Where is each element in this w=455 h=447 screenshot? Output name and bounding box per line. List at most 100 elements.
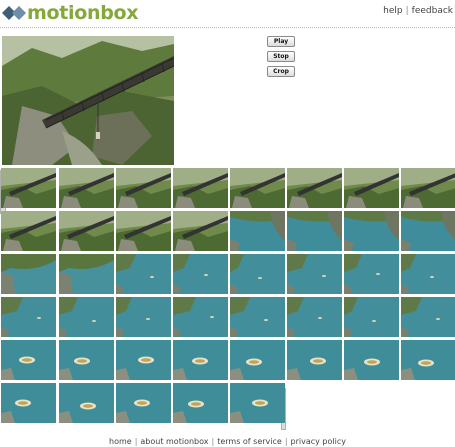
- frame-thumbnail[interactable]: [401, 211, 455, 251]
- frame-thumbnail[interactable]: [287, 211, 342, 251]
- logo-text: motionbox: [27, 2, 139, 24]
- frame-thumbnail[interactable]: [230, 340, 285, 380]
- frame-thumbnail[interactable]: [344, 254, 399, 294]
- frame-thumbnail[interactable]: [401, 254, 455, 294]
- frame-image: [173, 211, 228, 251]
- help-link[interactable]: help: [383, 6, 403, 16]
- frame-thumbnail[interactable]: [59, 211, 114, 251]
- footer-home-link[interactable]: home: [109, 437, 132, 446]
- top-nav: help | feedback: [383, 6, 453, 16]
- crop-button[interactable]: Crop: [267, 66, 295, 77]
- frame-image: [116, 383, 171, 423]
- playback-controls: Play Stop Crop: [267, 36, 295, 81]
- frame-image: [230, 383, 285, 423]
- frame-image: [401, 297, 455, 337]
- frame-image: [401, 340, 455, 380]
- frame-image: [1, 254, 56, 294]
- frame-thumbnail[interactable]: [116, 297, 171, 337]
- frame-thumbnail[interactable]: [116, 254, 171, 294]
- frame-image: [344, 211, 399, 251]
- logo-icon: [2, 6, 26, 20]
- frame-image: [287, 211, 342, 251]
- frame-thumbnail[interactable]: [59, 297, 114, 337]
- frame-thumbnail[interactable]: [59, 168, 114, 208]
- footer-terms-link[interactable]: terms of service: [217, 437, 282, 446]
- frame-image: [401, 168, 455, 208]
- frame-thumbnail[interactable]: [59, 383, 114, 423]
- nav-separator: |: [405, 6, 409, 16]
- frame-thumbnail[interactable]: [287, 297, 342, 337]
- frame-thumbnail[interactable]: [173, 383, 228, 423]
- video-frame: [2, 36, 174, 165]
- frame-image: [1, 211, 56, 251]
- frame-image: [401, 254, 455, 294]
- frame-image: [173, 383, 228, 423]
- frame-image: [230, 254, 285, 294]
- frame-image: [401, 211, 455, 251]
- frame-image: [59, 254, 114, 294]
- feedback-link[interactable]: feedback: [411, 6, 453, 16]
- frame-thumbnail[interactable]: [1, 297, 56, 337]
- frame-thumbnail[interactable]: [344, 168, 399, 208]
- frame-image: [1, 340, 56, 380]
- frame-image: [1, 297, 56, 337]
- frame-thumbnail[interactable]: [1, 340, 56, 380]
- frame-image: [59, 168, 114, 208]
- frame-thumbnail[interactable]: [173, 254, 228, 294]
- frame-thumbnail[interactable]: [287, 340, 342, 380]
- frame-thumbnail[interactable]: [287, 254, 342, 294]
- frame-image: [59, 340, 114, 380]
- play-button[interactable]: Play: [267, 36, 295, 47]
- frame-image: [344, 254, 399, 294]
- frame-image: [116, 340, 171, 380]
- footer-about-link[interactable]: about motionbox: [140, 437, 209, 446]
- frame-thumbnail[interactable]: [230, 254, 285, 294]
- frame-image: [116, 168, 171, 208]
- frame-image: [344, 297, 399, 337]
- frame-thumbnail[interactable]: [59, 340, 114, 380]
- footer-separator: |: [134, 437, 138, 446]
- frame-image: [1, 168, 56, 208]
- footer-privacy-link[interactable]: privacy policy: [290, 437, 346, 446]
- frame-image: [287, 254, 342, 294]
- frame-thumbnail[interactable]: [344, 297, 399, 337]
- header: motionbox help | feedback: [0, 0, 455, 26]
- frame-thumbnail[interactable]: [287, 168, 342, 208]
- frame-thumbnail[interactable]: [1, 254, 56, 294]
- frame-thumbnail[interactable]: [116, 211, 171, 251]
- frame-image: [287, 168, 342, 208]
- frame-thumbnail[interactable]: [116, 383, 171, 423]
- frame-thumbnail[interactable]: [230, 297, 285, 337]
- frame-image: [116, 297, 171, 337]
- frame-thumbnail[interactable]: [401, 168, 455, 208]
- frame-image: [344, 340, 399, 380]
- frame-image: [173, 340, 228, 380]
- frame-thumbnail[interactable]: [344, 340, 399, 380]
- frame-thumbnail[interactable]: [1, 211, 56, 251]
- frame-thumbnail[interactable]: [1, 168, 56, 208]
- frame-image: [173, 254, 228, 294]
- frame-thumbnail[interactable]: [116, 340, 171, 380]
- frame-thumbnail[interactable]: [230, 168, 285, 208]
- video-player[interactable]: [2, 36, 174, 165]
- frame-thumbnail[interactable]: [401, 297, 455, 337]
- footer: home | about motionbox | terms of service | pr…: [0, 437, 455, 447]
- stop-button[interactable]: Stop: [267, 51, 295, 62]
- frame-thumbnail[interactable]: [230, 211, 285, 251]
- frame-image: [173, 297, 228, 337]
- frame-thumbnail[interactable]: [1, 383, 56, 423]
- footer-separator: |: [211, 437, 215, 446]
- frame-image: [116, 211, 171, 251]
- frame-thumbnail[interactable]: [173, 211, 228, 251]
- frame-image: [230, 340, 285, 380]
- frame-thumbnail[interactable]: [173, 168, 228, 208]
- frame-thumbnail[interactable]: [59, 254, 114, 294]
- frame-thumbnail[interactable]: [173, 297, 228, 337]
- frame-image: [59, 297, 114, 337]
- frame-image: [287, 340, 342, 380]
- frame-thumbnail[interactable]: [344, 211, 399, 251]
- frame-thumbnail[interactable]: [230, 383, 285, 423]
- frame-thumbnail[interactable]: [116, 168, 171, 208]
- frame-thumbnail[interactable]: [173, 340, 228, 380]
- frame-thumbnail[interactable]: [401, 340, 455, 380]
